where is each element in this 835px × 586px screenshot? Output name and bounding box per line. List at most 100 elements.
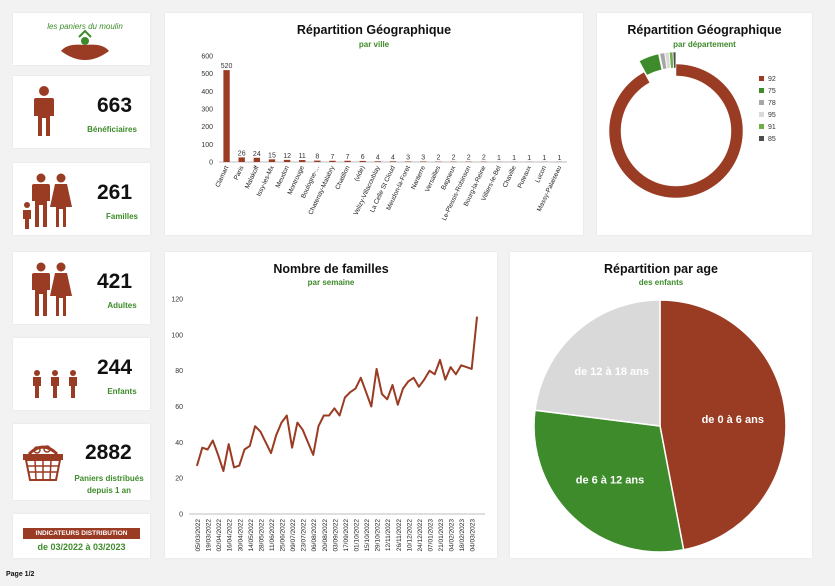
legend-label: 85 bbox=[768, 136, 776, 143]
x-tick-label: 11/06/2022 bbox=[269, 519, 276, 551]
data-point bbox=[455, 373, 457, 375]
data-point bbox=[460, 364, 462, 366]
data-point bbox=[291, 447, 293, 449]
donut-slice bbox=[672, 51, 677, 69]
data-point bbox=[434, 373, 436, 375]
y-tick-label: 600 bbox=[201, 54, 213, 61]
donut-slice bbox=[639, 53, 663, 76]
data-point bbox=[222, 470, 225, 472]
y-tick-label: 120 bbox=[171, 297, 183, 304]
departement-donut-chart: 92 75 78 95 91 85 bbox=[608, 51, 776, 199]
x-tick-label: 17/09/2022 bbox=[343, 519, 350, 552]
x-tick-label: Chaville bbox=[502, 165, 518, 189]
kpi-beneficiaires-value: 663 bbox=[97, 94, 133, 117]
data-point bbox=[312, 454, 314, 456]
kpi-adultes-card: 421 Adultes bbox=[13, 252, 150, 324]
x-tick-label: 19/03/2022 bbox=[206, 519, 213, 552]
data-point bbox=[280, 422, 283, 424]
data-point bbox=[386, 398, 388, 400]
pie-slice bbox=[534, 299, 661, 427]
data-point bbox=[286, 414, 288, 417]
kpi-beneficiaires-card: 663 Bénéficiaires bbox=[13, 76, 150, 148]
y-tick-label: 20 bbox=[175, 476, 183, 483]
data-point bbox=[212, 439, 214, 442]
data-point bbox=[217, 454, 219, 456]
bar-value-label: 24 bbox=[253, 151, 261, 158]
bar-value-label: 1 bbox=[542, 155, 546, 162]
x-tick-label: Lucon bbox=[534, 165, 548, 184]
data-point bbox=[449, 366, 452, 368]
age-chart-title: Répartition par age bbox=[604, 262, 718, 276]
legend-swatch bbox=[759, 112, 764, 117]
bar bbox=[283, 159, 291, 162]
bar-value-label: 520 bbox=[221, 63, 233, 70]
y-tick-label: 100 bbox=[171, 332, 183, 339]
kpi-paniers-sublabel: depuis 1 an bbox=[86, 486, 131, 495]
x-tick-label: 01/10/2022 bbox=[353, 519, 360, 552]
data-point bbox=[233, 466, 235, 469]
logo-text: les paniers du moulin bbox=[47, 22, 123, 31]
x-tick-label: Paris bbox=[233, 164, 246, 181]
bar bbox=[299, 160, 306, 162]
bar bbox=[420, 161, 427, 162]
pie-slice-label: de 12 à 18 ans bbox=[574, 366, 649, 378]
y-tick-label: 300 bbox=[201, 107, 213, 114]
data-point bbox=[254, 425, 256, 427]
data-point bbox=[323, 414, 325, 417]
y-tick-label: 60 bbox=[175, 404, 183, 411]
x-tick-label: 30/04/2022 bbox=[237, 519, 244, 552]
data-point bbox=[402, 387, 404, 390]
data-point bbox=[471, 368, 473, 370]
data-point bbox=[354, 387, 357, 390]
kpi-paniers-card: 2882 Paniers distribués depuis 1 an bbox=[13, 424, 150, 500]
bar-value-label: 4 bbox=[376, 154, 380, 161]
data-point bbox=[407, 380, 409, 383]
x-tick-label: Chatillon bbox=[334, 165, 351, 191]
children-icon bbox=[33, 370, 77, 398]
x-tick-label: 16/04/2022 bbox=[227, 519, 234, 552]
age-pie-chart: de 0 à 6 ans de 6 à 12 ans de 12 à 18 ans bbox=[533, 299, 787, 553]
data-point bbox=[270, 452, 272, 454]
familles-line-chart: 0 20 40 60 80 100 120 05/03/2022 19/03/2022 02/04… bbox=[171, 297, 485, 552]
familles-chart-card: Nombre de familles par semaine 0 20 40 60 80… bbox=[165, 252, 497, 558]
data-point bbox=[444, 379, 446, 381]
x-tick-label: 24/12/2022 bbox=[417, 519, 424, 552]
y-tick-label: 400 bbox=[201, 89, 213, 96]
data-point bbox=[238, 465, 240, 467]
bar bbox=[253, 157, 261, 162]
data-point bbox=[243, 448, 246, 451]
legend-swatch bbox=[759, 124, 764, 129]
data-point bbox=[344, 396, 346, 399]
data-point bbox=[265, 441, 267, 443]
departement-chart-subtitle: par département bbox=[673, 40, 736, 49]
data-point bbox=[328, 414, 330, 417]
familles-series-line bbox=[196, 316, 478, 472]
data-point bbox=[206, 448, 209, 451]
bar-value-label: 11 bbox=[299, 153, 306, 160]
bar-value-label: 15 bbox=[268, 152, 276, 159]
data-point bbox=[439, 359, 441, 361]
data-point bbox=[360, 377, 362, 379]
bar bbox=[329, 160, 336, 162]
bar bbox=[268, 159, 276, 162]
bar-value-label: 4 bbox=[391, 154, 395, 161]
ville-chart-subtitle: par ville bbox=[358, 40, 390, 49]
bar-value-label: 3 bbox=[421, 154, 425, 161]
x-tick-label: Malakoff bbox=[244, 165, 261, 190]
bar bbox=[344, 160, 351, 162]
y-tick-label: 40 bbox=[175, 440, 183, 447]
kpi-adultes-label: Adultes bbox=[107, 301, 137, 310]
logo-icon: les paniers du moulin bbox=[47, 22, 123, 60]
data-point bbox=[296, 422, 298, 424]
page-number: Page 1/2 bbox=[6, 571, 35, 578]
ville-bar-chart: 0100200300400500600520Clamart26Paris24Ma… bbox=[201, 54, 567, 222]
legend-label: 91 bbox=[768, 124, 776, 131]
y-tick-label: 0 bbox=[179, 512, 183, 519]
kpi-enfants-label: Enfants bbox=[107, 387, 137, 396]
indicator-period: de 03/2022 à 03/2023 bbox=[37, 542, 126, 552]
kpi-familles-card: 261 Familles bbox=[13, 163, 150, 235]
x-tick-label: 20/08/2022 bbox=[322, 519, 329, 552]
data-point bbox=[302, 429, 304, 431]
y-tick-label: 500 bbox=[201, 71, 213, 78]
bar-value-label: 3 bbox=[406, 154, 410, 161]
